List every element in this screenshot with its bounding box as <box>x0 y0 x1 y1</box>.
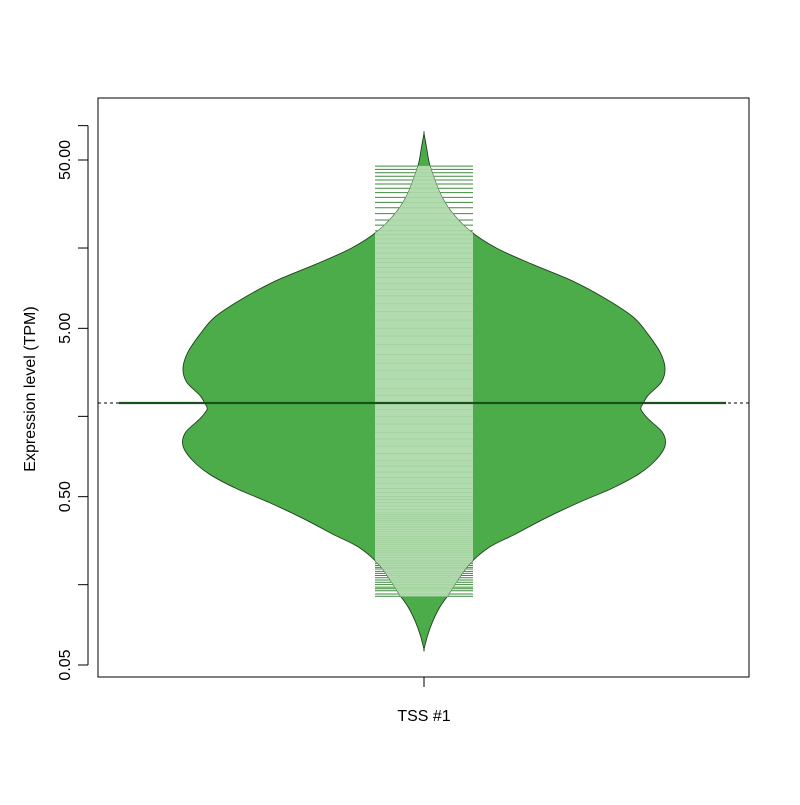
strip-light-group <box>375 165 473 597</box>
y-axis-title: Expression level (TPM) <box>22 306 39 471</box>
y-tick-label: 0.05 <box>57 649 74 680</box>
y-tick-label: 50.00 <box>57 140 74 180</box>
y-tick-label: 0.50 <box>57 481 74 512</box>
x-tick-label: TSS #1 <box>397 708 450 725</box>
axes-layer: 0.05 0.50 5.00 50.00 TSS #1 <box>57 125 451 725</box>
y-tick-label: 5.00 <box>57 313 74 344</box>
strip-layer <box>375 165 473 597</box>
